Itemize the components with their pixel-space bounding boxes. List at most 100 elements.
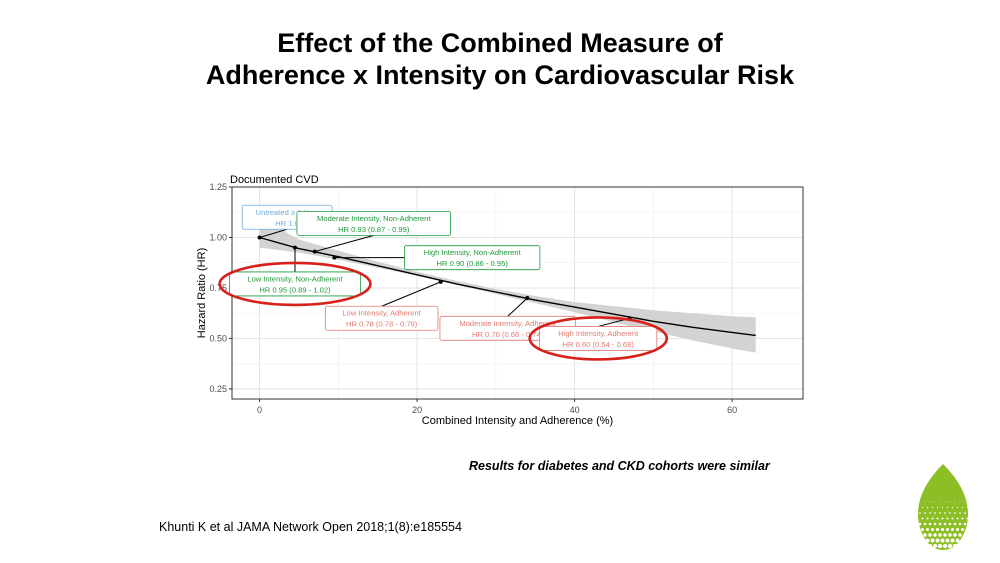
leaf-texture-dot bbox=[918, 522, 922, 526]
chart-title: Documented CVD bbox=[230, 174, 319, 186]
annotation-box bbox=[404, 245, 541, 271]
x-axis-label: Combined Intensity and Adherence (%) bbox=[422, 415, 613, 427]
leaf-texture-dot bbox=[919, 501, 921, 503]
leaf-texture-dot bbox=[943, 522, 947, 526]
leaf-texture-dot bbox=[915, 523, 916, 526]
annotation-box bbox=[229, 271, 361, 297]
leaf-texture-dot bbox=[920, 538, 925, 543]
leaf-texture-dot bbox=[969, 512, 971, 514]
leaf-texture-dot bbox=[960, 538, 965, 543]
annotation-connector bbox=[507, 297, 528, 317]
annotation-text-line-2: HR 0.70 (0.66 - 0.74) bbox=[472, 330, 544, 339]
leaf-texture-dot bbox=[947, 543, 953, 549]
slide-title-line-2: Adherence x Intensity on Cardiovascular … bbox=[205, 60, 795, 90]
leaf-texture-dot bbox=[923, 522, 927, 526]
data-point bbox=[438, 279, 443, 284]
leaf-texture-dot bbox=[915, 533, 917, 536]
x-tick-label: 20 bbox=[412, 405, 422, 415]
leaf-texture-dot bbox=[969, 523, 971, 526]
leaf-texture-dot bbox=[923, 533, 927, 537]
highlight-ring bbox=[528, 316, 669, 361]
leaf-texture-dot bbox=[931, 517, 934, 520]
annotation-box bbox=[324, 305, 439, 331]
leaf-texture-dot bbox=[928, 533, 932, 537]
leaf-texture-dot bbox=[924, 501, 926, 503]
leaf-texture-dot bbox=[929, 501, 931, 503]
leaf-texture-dot bbox=[918, 528, 919, 531]
annotation-text-line-1: Moderate Intensity, Adherent bbox=[459, 319, 556, 328]
annotation-text-line-1: Low Intensity, Non-Adherent bbox=[247, 274, 343, 283]
leaf-texture-dot bbox=[949, 501, 951, 503]
y-tick-label: 1.00 bbox=[209, 232, 227, 242]
leaf-texture-dot bbox=[950, 538, 955, 543]
annotation-label: Low Intensity, Adherent HR 0.78 (0.78 - 0… bbox=[324, 305, 439, 331]
leaf-texture-dot bbox=[925, 538, 930, 543]
leaf-texture-dot bbox=[941, 517, 944, 520]
leaf-texture-dot bbox=[942, 543, 948, 549]
highlight-ring bbox=[218, 261, 372, 307]
leaf-texture-dot bbox=[961, 528, 964, 531]
leaf-texture-dot bbox=[953, 533, 957, 537]
citation: Khunti K et al JAMA Network Open 2018;1(… bbox=[159, 520, 462, 534]
annotation-text-line-2: HR 0.78 (0.78 - 0.79) bbox=[346, 320, 418, 329]
annotation-label: High Intensity, Non-Adherent HR 0.90 (0.8… bbox=[404, 245, 541, 271]
leaf-texture-dot bbox=[963, 522, 967, 526]
leaf-texture-dot bbox=[921, 528, 924, 531]
leaf-texture-dot bbox=[918, 543, 923, 549]
leaf-texture-dot bbox=[945, 538, 950, 543]
leaf-texture-dot bbox=[933, 533, 937, 537]
leaf-texture-dot bbox=[935, 538, 940, 543]
leaf-texture-dot bbox=[931, 506, 934, 509]
leaf-texture-dot bbox=[921, 517, 924, 520]
slide-title: Effect of the Combined Measure of Adhere… bbox=[0, 27, 1000, 91]
leaf-texture-dot bbox=[948, 522, 952, 526]
annotation-text-line-1: Low Intensity, Adherent bbox=[342, 309, 421, 318]
leaf-texture-dot bbox=[951, 506, 954, 509]
leaf-texture-dot bbox=[936, 506, 939, 509]
leaf-texture-dot bbox=[936, 528, 939, 531]
leaf-texture-dot bbox=[938, 522, 942, 526]
leaf-texture-dot bbox=[918, 538, 920, 543]
leaf-texture-dot bbox=[948, 533, 952, 537]
leaf-texture-dot bbox=[939, 512, 941, 514]
annotation-connector bbox=[259, 228, 288, 238]
leaf-texture-dot bbox=[970, 502, 971, 503]
annotation-text-line-1: High Intensity, Non-Adherent bbox=[424, 248, 522, 257]
leaf-texture-dot bbox=[951, 517, 954, 520]
leaf-texture-dot bbox=[954, 501, 956, 503]
leaf-texture-dot bbox=[965, 538, 968, 543]
leaf-texture-dot bbox=[926, 517, 929, 520]
y-axis-label: Hazard Ratio (HR) bbox=[196, 248, 208, 338]
fitted-hr-line bbox=[259, 236, 756, 337]
x-tick-label: 60 bbox=[727, 405, 737, 415]
x-tick-label: 0 bbox=[257, 405, 262, 415]
data-point bbox=[312, 249, 317, 254]
annotation-connector bbox=[314, 234, 374, 253]
leaf-texture-dot bbox=[961, 506, 964, 509]
leaf-texture-dot bbox=[952, 543, 958, 549]
leaf-texture-dot bbox=[956, 517, 959, 520]
leaf-texture-dot bbox=[934, 512, 936, 514]
annotation-text-line-2: HR 0.60 (0.54 - 0.68) bbox=[563, 340, 635, 349]
leaf-texture-dot bbox=[946, 506, 949, 509]
annotation-label: High Intensity, Adherent HR 0.60 (0.54 - … bbox=[539, 326, 658, 351]
leaf-texture-dot bbox=[966, 506, 968, 509]
leaf-texture-dot bbox=[919, 512, 921, 514]
leaf-texture-dot bbox=[926, 528, 929, 531]
leaf-texture-dot bbox=[946, 517, 949, 520]
data-point bbox=[257, 235, 262, 240]
annotation-text-line-2: HR 0.95 (0.89 - 1.02) bbox=[259, 285, 331, 294]
y-tick-label: 0.25 bbox=[209, 384, 227, 394]
y-tick-label: 0.50 bbox=[209, 333, 227, 343]
y-tick-label: 0.75 bbox=[209, 283, 227, 293]
leaf-texture-dot bbox=[929, 512, 931, 514]
slide-title-line-1: Effect of the Combined Measure of bbox=[277, 28, 723, 58]
leaf-texture-dot bbox=[936, 517, 939, 520]
leaf-texture-dot bbox=[918, 506, 919, 509]
annotation-text-line-2: HR 1.0 bbox=[275, 219, 299, 228]
leaf-texture-dot bbox=[956, 528, 959, 531]
leaf-texture-dot bbox=[961, 517, 964, 520]
cohort-note: Results for diabetes and CKD cohorts wer… bbox=[469, 459, 770, 473]
leaf-texture-dot bbox=[934, 501, 936, 503]
